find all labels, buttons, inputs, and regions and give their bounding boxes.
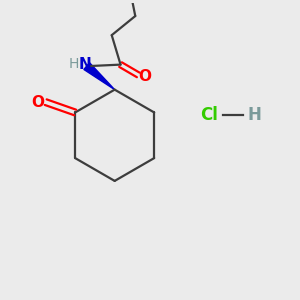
Text: H: H [248, 106, 262, 124]
Text: H: H [68, 57, 79, 71]
Text: O: O [138, 69, 151, 84]
Text: O: O [31, 95, 44, 110]
Text: Cl: Cl [200, 106, 218, 124]
Text: N: N [79, 57, 92, 72]
Polygon shape [84, 63, 115, 90]
